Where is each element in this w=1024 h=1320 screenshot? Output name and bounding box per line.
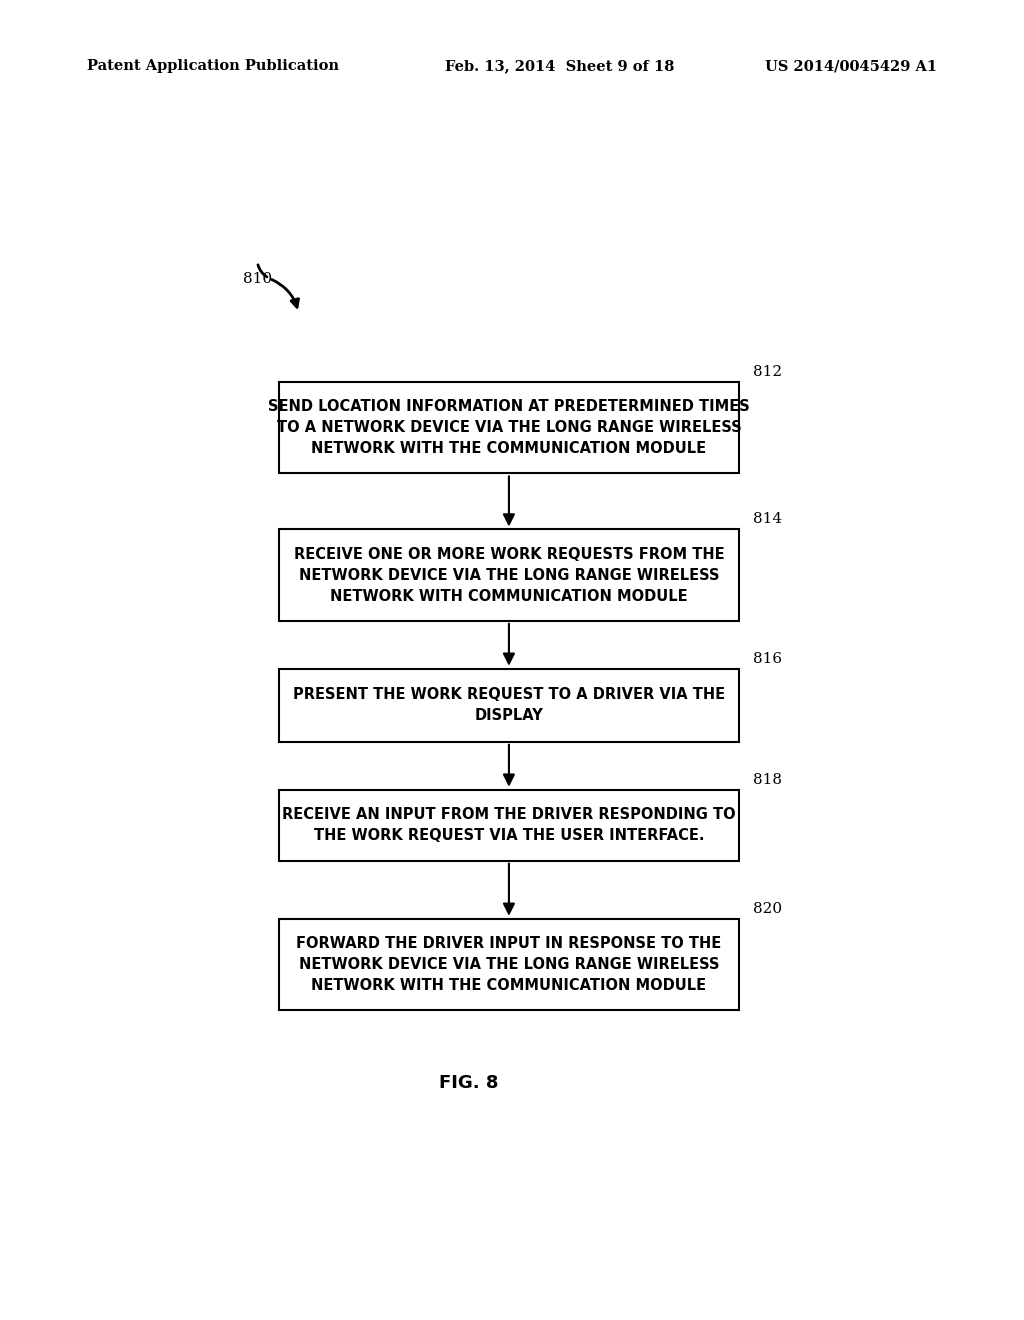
FancyBboxPatch shape bbox=[279, 529, 739, 620]
Text: SEND LOCATION INFORMATION AT PREDETERMINED TIMES
TO A NETWORK DEVICE VIA THE LON: SEND LOCATION INFORMATION AT PREDETERMIN… bbox=[268, 399, 750, 457]
Text: 820: 820 bbox=[754, 902, 782, 916]
Text: 816: 816 bbox=[754, 652, 782, 665]
Text: 814: 814 bbox=[754, 512, 782, 527]
Text: 810: 810 bbox=[243, 272, 272, 286]
Text: US 2014/0045429 A1: US 2014/0045429 A1 bbox=[765, 59, 937, 74]
Text: PRESENT THE WORK REQUEST TO A DRIVER VIA THE
DISPLAY: PRESENT THE WORK REQUEST TO A DRIVER VIA… bbox=[293, 688, 725, 723]
FancyBboxPatch shape bbox=[279, 789, 739, 861]
Text: 818: 818 bbox=[754, 772, 782, 787]
FancyBboxPatch shape bbox=[279, 669, 739, 742]
Text: Feb. 13, 2014  Sheet 9 of 18: Feb. 13, 2014 Sheet 9 of 18 bbox=[445, 59, 675, 74]
Text: Patent Application Publication: Patent Application Publication bbox=[87, 59, 339, 74]
Text: 812: 812 bbox=[754, 364, 782, 379]
Text: FIG. 8: FIG. 8 bbox=[439, 1074, 499, 1093]
Text: RECEIVE ONE OR MORE WORK REQUESTS FROM THE
NETWORK DEVICE VIA THE LONG RANGE WIR: RECEIVE ONE OR MORE WORK REQUESTS FROM T… bbox=[294, 546, 724, 603]
Text: FORWARD THE DRIVER INPUT IN RESPONSE TO THE
NETWORK DEVICE VIA THE LONG RANGE WI: FORWARD THE DRIVER INPUT IN RESPONSE TO … bbox=[296, 936, 722, 993]
FancyBboxPatch shape bbox=[279, 919, 739, 1010]
FancyBboxPatch shape bbox=[279, 381, 739, 474]
Text: RECEIVE AN INPUT FROM THE DRIVER RESPONDING TO
THE WORK REQUEST VIA THE USER INT: RECEIVE AN INPUT FROM THE DRIVER RESPOND… bbox=[283, 807, 735, 843]
